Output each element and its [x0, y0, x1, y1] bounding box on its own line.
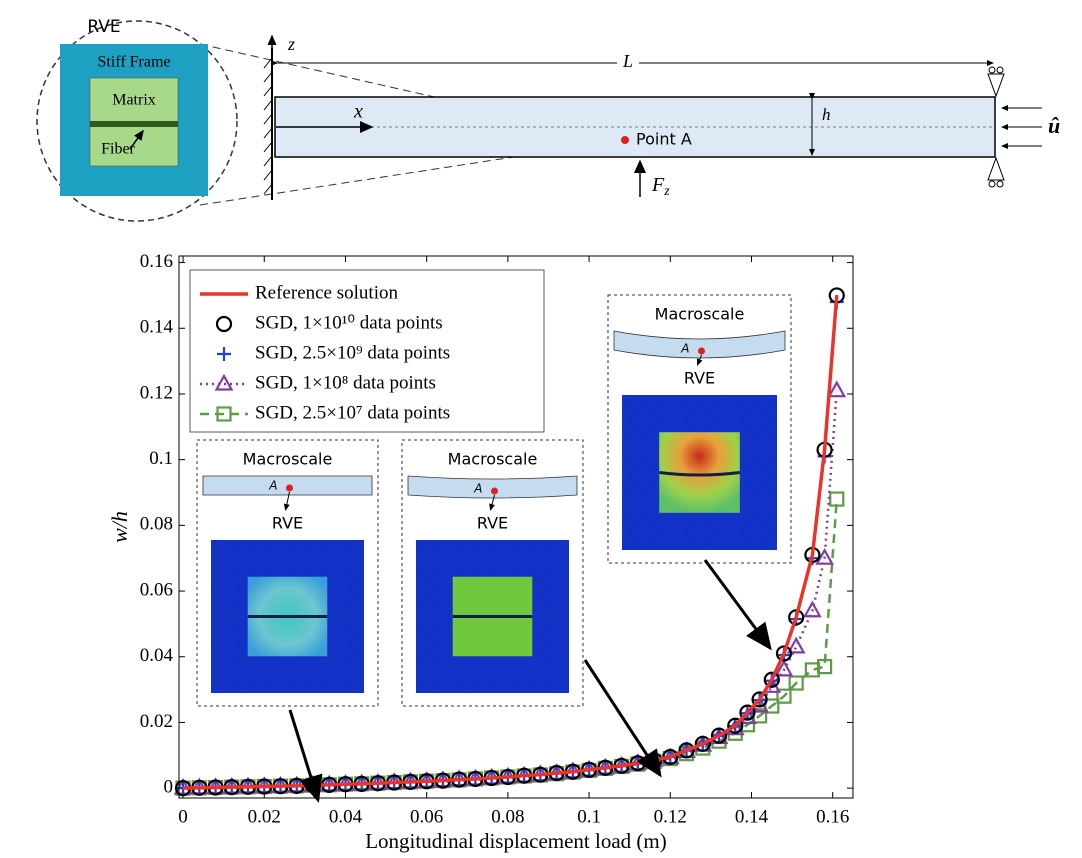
x-tick-label: 0.06 [410, 806, 443, 827]
x-tick-label: 0 [178, 806, 188, 827]
schematic: RVE Stiff Frame Matrix Fiber z L x h Poi… [37, 17, 1060, 221]
chart: 0 0.02 0.04 0.06 0.08 0.1 0.12 0.14 0.16 0 0.02 0.0… [107, 251, 853, 853]
wall-hatching [264, 58, 272, 194]
figure: RVE Stiff Frame Matrix Fiber z L x h Poi… [0, 0, 1082, 858]
roller [989, 181, 995, 187]
y-tick-label: 0.12 [140, 382, 173, 403]
x-tick-label: 0.02 [248, 806, 281, 827]
x-tick-label: 0.12 [654, 806, 687, 827]
x-tick-label: 0.08 [491, 806, 524, 827]
y-tick-label: 0.04 [140, 645, 174, 666]
y-tick-label: 0.02 [140, 711, 173, 732]
roller-support [988, 74, 1004, 96]
x-tick-label: 0.14 [735, 806, 769, 827]
matrix-label: Matrix [112, 92, 156, 109]
roller [997, 67, 1003, 73]
x-tick-label: 0.1 [577, 806, 601, 827]
y-tick-label: 0.14 [140, 317, 174, 338]
x-tick-label: 0.16 [816, 806, 849, 827]
inset-point [286, 485, 293, 492]
fiber-label: Fiber [101, 141, 135, 158]
z-label: z [287, 34, 295, 54]
height-label: h [822, 105, 831, 124]
y-tick-label: 0.08 [140, 514, 173, 535]
y-axis-label: w/h [107, 511, 132, 543]
x-tick-label: 0.04 [329, 806, 363, 827]
force-label: Fz [651, 174, 670, 200]
y-tick-label: 0 [164, 777, 174, 798]
rve-title: RVE [87, 17, 120, 37]
x-label: x [353, 101, 363, 123]
inset: Macroscale A RVE [608, 295, 791, 563]
legend-label: SGD, 1×10⁸ data points [255, 372, 436, 393]
inset-point [698, 348, 705, 355]
x-axis-label: Longitudinal displacement load (m) [365, 829, 667, 853]
inset: Macroscale A RVE [197, 440, 378, 706]
load-label: û [1048, 113, 1060, 138]
inset-title: Macroscale [243, 450, 333, 469]
legend-label: SGD, 2.5×10⁹ data points [255, 342, 450, 363]
legend-label: SGD, 2.5×10⁷ data points [255, 402, 450, 423]
roller-support [988, 158, 1004, 180]
length-label: L [622, 51, 633, 71]
inset-title: Macroscale [448, 450, 538, 469]
inset-rve-label: RVE [477, 514, 508, 533]
y-tick-label: 0.06 [140, 579, 173, 600]
force-subscript: z [663, 184, 670, 199]
inset: Macroscale A RVE [402, 440, 583, 706]
roller [989, 67, 995, 73]
y-tick-label: 0.1 [149, 448, 173, 469]
legend-label: SGD, 1×10¹⁰ data points [255, 312, 443, 333]
roller [997, 181, 1003, 187]
inset-title: Macroscale [655, 305, 745, 324]
inset-rve-label: RVE [272, 514, 303, 533]
fiber [90, 121, 178, 127]
point-a [621, 136, 629, 144]
inset-point-label: A [473, 482, 482, 496]
legend: Reference solution SGD, 1×10¹⁰ data point… [190, 270, 544, 432]
force-symbol: F [651, 174, 665, 196]
inset-point-label: A [268, 479, 277, 493]
point-a-label: Point A [636, 130, 692, 149]
inset-point-label: A [680, 342, 689, 356]
legend-label: Reference solution [255, 282, 398, 303]
inset-beam [408, 476, 577, 498]
stiff-frame-label: Stiff Frame [97, 54, 170, 71]
inset-rve-label: RVE [684, 369, 715, 388]
inset-point [491, 488, 498, 495]
y-tick-label: 0.16 [140, 251, 173, 272]
